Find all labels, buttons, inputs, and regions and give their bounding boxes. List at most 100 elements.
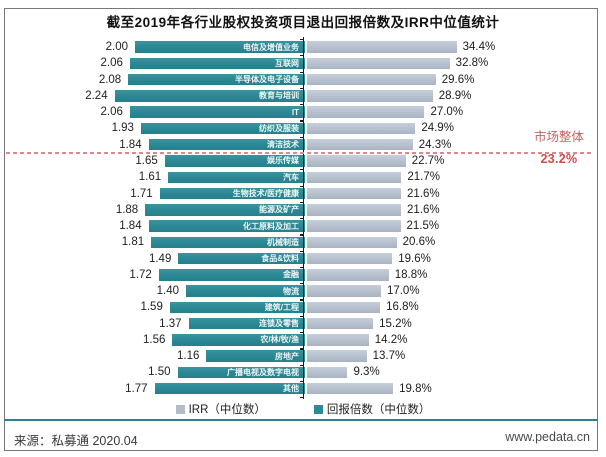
irr-bar xyxy=(307,334,369,346)
chart-rows: 2.00 电信及增值业务 34.4% 2.06 互联网 32.8% 2.08 半导体及电子设备… xyxy=(34,39,590,397)
chart-row: 1.50 广播电视及数字电视 9.3% xyxy=(34,364,590,380)
industry-label: 物流 xyxy=(283,286,299,296)
industry-label: 半导体及电子设备 xyxy=(235,75,299,85)
multiple-value: 1.40 xyxy=(156,285,179,298)
irr-zone: 22.7% xyxy=(305,155,590,167)
irr-bar xyxy=(307,57,450,70)
industry-label: 金融 xyxy=(283,270,299,280)
multiple-zone: 1.88 能源及矿产 xyxy=(34,204,305,216)
irr-bar xyxy=(307,41,457,53)
irr-value: 14.2% xyxy=(374,333,408,346)
irr-value: 21.5% xyxy=(406,220,440,233)
multiple-bar: 化工原料及加工 xyxy=(148,220,305,232)
irr-zone: 21.5% xyxy=(305,220,590,232)
multiple-bar: 电信及增值业务 xyxy=(135,41,305,53)
irr-zone: 17.0% xyxy=(305,285,590,297)
axis-tick xyxy=(300,185,304,187)
multiple-zone: 1.84 清洁技术 xyxy=(34,139,305,151)
irr-bar xyxy=(307,285,381,297)
industry-label: 互联网 xyxy=(275,58,299,68)
axis-tick xyxy=(300,234,304,236)
multiple-bar: 房地产 xyxy=(206,350,305,362)
multiple-zone: 1.59 建筑/工程 xyxy=(34,301,305,313)
multiple-value: 2.06 xyxy=(100,106,123,119)
irr-bar xyxy=(307,73,436,86)
axis-tick xyxy=(300,71,304,73)
irr-bar xyxy=(307,350,367,362)
irr-bar xyxy=(307,187,401,200)
multiple-value: 1.65 xyxy=(135,154,158,167)
irr-zone: 27.0% xyxy=(305,106,590,118)
chart-row: 2.24 教育与培训 28.9% xyxy=(34,88,590,104)
industry-label: 广播电视及数字电视 xyxy=(227,367,299,377)
irr-zone: 16.8% xyxy=(305,301,590,313)
chart-row: 1.93 纺织及服装 24.9% xyxy=(34,120,590,136)
legend-item-multiple: 回报倍数（中位数） xyxy=(313,401,430,417)
multiple-zone: 1.56 农/林/牧/渔 xyxy=(34,334,305,346)
irr-bar xyxy=(307,106,425,118)
irr-zone: 29.6% xyxy=(305,74,590,86)
multiple-bar: 清洁技术 xyxy=(148,138,305,151)
irr-zone: 19.8% xyxy=(305,383,590,395)
chart-row: 1.59 建筑/工程 16.8% xyxy=(34,299,590,315)
industry-label: 机械制造 xyxy=(267,237,299,247)
irr-value: 16.8% xyxy=(386,301,419,314)
industry-label: 生物技术/医疗健康 xyxy=(232,189,299,199)
multiple-bar: 半导体及电子设备 xyxy=(128,73,305,86)
market-average-label: 市场整体 23.2% xyxy=(534,131,584,165)
multiple-zone: 1.40 物流 xyxy=(34,285,305,297)
irr-value: 24.9% xyxy=(421,122,454,135)
multiple-zone: 2.08 半导体及电子设备 xyxy=(34,74,305,86)
multiple-zone: 1.61 汽车 xyxy=(34,171,305,183)
chart-legend: IRR（中位数） 回报倍数（中位数） xyxy=(0,401,606,417)
multiple-value: 2.00 xyxy=(105,41,128,54)
market-average-value: 23.2% xyxy=(540,151,578,166)
industry-label: 汽车 xyxy=(283,172,299,182)
multiple-value: 2.06 xyxy=(100,57,123,70)
multiple-bar: 其他 xyxy=(154,382,305,395)
chart-row: 1.37 连锁及零售 15.2% xyxy=(34,316,590,332)
multiple-bar: 广播电视及数字电视 xyxy=(177,366,305,379)
multiple-bar: 连锁及零售 xyxy=(188,317,305,330)
multiple-zone: 1.65 娱乐传媒 xyxy=(34,155,305,167)
market-average-dashed-line xyxy=(6,152,594,154)
axis-tick xyxy=(300,201,304,203)
axis-tick xyxy=(300,299,304,301)
multiple-value: 1.71 xyxy=(130,187,153,200)
irr-zone: 18.8% xyxy=(305,269,590,281)
axis-tick xyxy=(300,250,304,252)
multiple-value: 1.81 xyxy=(121,236,145,249)
industry-label: 化工原料及加工 xyxy=(243,221,299,231)
irr-value: 15.2% xyxy=(379,317,412,330)
multiple-swatch-icon xyxy=(313,404,323,414)
chart-row: 2.08 半导体及电子设备 29.6% xyxy=(34,72,590,88)
irr-value: 17.0% xyxy=(386,285,420,298)
irr-bar xyxy=(307,155,406,167)
multiple-value: 1.61 xyxy=(138,171,162,184)
multiple-bar: 纺织及服装 xyxy=(140,122,305,135)
chart-row: 1.84 化工原料及加工 21.5% xyxy=(34,218,590,234)
irr-value: 21.7% xyxy=(407,171,440,184)
irr-value: 21.6% xyxy=(406,203,440,216)
industry-label: 电信及增值业务 xyxy=(243,42,299,52)
chart-row: 1.77 其他 19.8% xyxy=(34,381,590,397)
multiple-value: 1.49 xyxy=(148,252,172,265)
industry-label: 食品&饮料 xyxy=(261,254,299,264)
axis-tick xyxy=(300,136,304,138)
irr-value: 20.6% xyxy=(402,236,436,249)
multiple-value: 1.84 xyxy=(119,138,142,151)
chart-row: 1.88 能源及矿产 21.6% xyxy=(34,202,590,218)
industry-label: 能源及矿产 xyxy=(259,205,299,215)
axis-tick xyxy=(300,283,304,285)
chart-row: 1.16 房地产 13.7% xyxy=(34,348,590,364)
chart-row: 1.84 清洁技术 24.3% xyxy=(34,137,590,153)
axis-tick xyxy=(300,332,304,334)
chart-row: 2.00 电信及增值业务 34.4% xyxy=(34,39,590,55)
multiple-zone: 2.06 互联网 xyxy=(34,57,305,69)
irr-value: 34.4% xyxy=(462,41,496,54)
multiple-value: 2.08 xyxy=(98,73,122,86)
chart-row: 1.56 农/林/牧/渔 14.2% xyxy=(34,332,590,348)
multiple-bar: 机械制造 xyxy=(151,236,305,249)
multiple-value: 1.84 xyxy=(119,220,142,233)
